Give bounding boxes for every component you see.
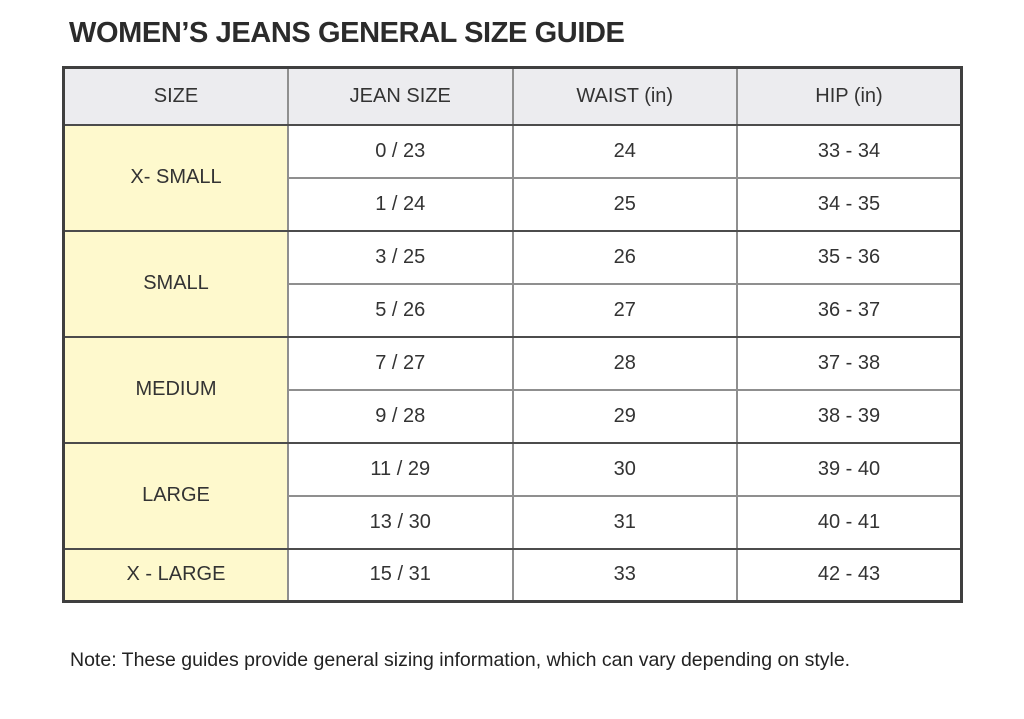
hip-cell: 33 - 34 [736, 123, 963, 179]
size-cell-large: LARGE [62, 441, 289, 550]
jean-size-cell: 3 / 25 [287, 229, 514, 285]
hip-cell: 37 - 38 [736, 335, 963, 391]
hip-cell: 39 - 40 [736, 441, 963, 497]
waist-cell: 25 [511, 176, 738, 232]
table-row: 9 / 28 29 38 - 39 [64, 388, 963, 444]
waist-cell: 28 [511, 335, 738, 391]
size-cell-small: SMALL [62, 229, 289, 338]
waist-cell: 24 [511, 123, 738, 179]
note-text: Note: These guides provide general sizin… [70, 649, 851, 671]
hip-cell: 42 - 43 [736, 547, 963, 603]
table-header-row: SIZE JEAN SIZE WAIST (in) HIP (in) [62, 66, 963, 126]
waist-cell: 33 [511, 547, 738, 603]
column-header-jean-size: JEAN SIZE [287, 66, 514, 126]
column-header-size: SIZE [62, 66, 289, 126]
jean-size-cell: 7 / 27 [287, 335, 514, 391]
hip-cell: 35 - 36 [736, 229, 963, 285]
table-row: LARGE 11 / 29 30 39 - 40 [62, 441, 963, 550]
jean-size-cell: 9 / 28 [287, 388, 514, 444]
table-row: X - LARGE 15 / 31 33 42 - 43 [62, 547, 963, 603]
hip-cell: 34 - 35 [736, 176, 963, 232]
jean-size-cell: 5 / 26 [287, 282, 514, 338]
jean-size-cell: 0 / 23 [287, 123, 514, 179]
jean-size-cell: 11 / 29 [287, 441, 514, 497]
jean-size-cell: 15 / 31 [287, 547, 514, 603]
table-row: SMALL 3 / 25 26 35 - 36 [62, 229, 963, 338]
column-header-waist: WAIST (in) [511, 66, 738, 126]
waist-cell: 29 [511, 388, 738, 444]
table-row: 5 / 26 27 36 - 37 [64, 282, 963, 338]
jean-size-cell: 13 / 30 [287, 494, 514, 550]
table-row: 1 / 24 25 34 - 35 [64, 176, 963, 232]
size-cell-xsmall: X- SMALL [62, 123, 289, 232]
page-title: WOMEN’S JEANS GENERAL SIZE GUIDE [69, 17, 625, 49]
table-row: 13 / 30 31 40 - 41 [64, 494, 963, 550]
table-row: MEDIUM 7 / 27 28 37 - 38 [62, 335, 963, 444]
jean-size-cell: 1 / 24 [287, 176, 514, 232]
waist-cell: 31 [511, 494, 738, 550]
hip-cell: 38 - 39 [736, 388, 963, 444]
waist-cell: 26 [511, 229, 738, 285]
table-row: X- SMALL 0 / 23 24 33 - 34 [62, 123, 963, 232]
waist-cell: 30 [511, 441, 738, 497]
hip-cell: 36 - 37 [736, 282, 963, 338]
size-cell-medium: MEDIUM [62, 335, 289, 444]
hip-cell: 40 - 41 [736, 494, 963, 550]
size-cell-xlarge: X - LARGE [62, 547, 289, 603]
column-header-hip: HIP (in) [736, 66, 963, 126]
waist-cell: 27 [511, 282, 738, 338]
size-guide-table: SIZE JEAN SIZE WAIST (in) HIP (in) X- SM… [62, 66, 963, 603]
